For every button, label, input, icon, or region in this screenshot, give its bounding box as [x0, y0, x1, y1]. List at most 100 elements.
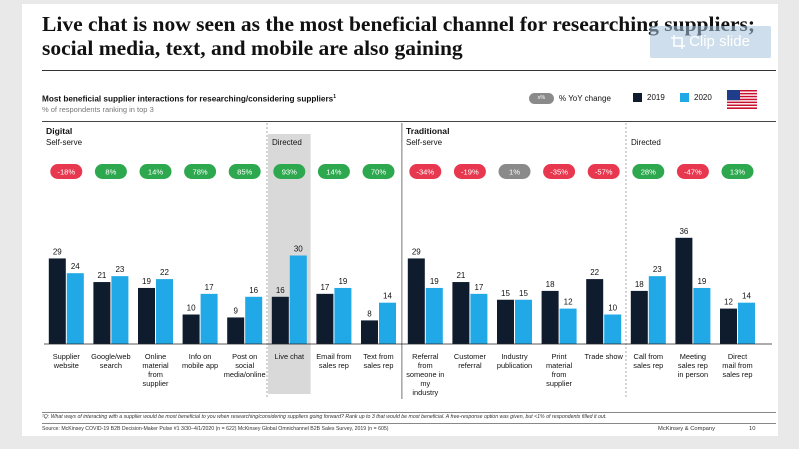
- us-flag-icon: [727, 90, 757, 109]
- legend-2020-label: 2020: [694, 93, 712, 102]
- clip-slide-label: Clip slide: [689, 33, 750, 50]
- bar-2019: [182, 314, 200, 344]
- data-label-2020: 19: [697, 277, 706, 286]
- bar-2020: [200, 293, 218, 344]
- data-label-2020: 17: [205, 283, 214, 292]
- category-label: Industry publication: [497, 352, 532, 370]
- data-label-2020: 24: [71, 262, 80, 271]
- category-label: Info on mobile app: [182, 352, 218, 370]
- bar-2020: [245, 296, 263, 344]
- data-label-2020: 23: [115, 265, 124, 274]
- data-label-2019: 15: [501, 289, 510, 298]
- yoy-change-oval: [317, 164, 350, 179]
- yoy-change-oval: [50, 164, 83, 179]
- footer-rule: [42, 423, 776, 424]
- data-label-2020: 15: [519, 289, 528, 298]
- yoy-change-label: 93%: [282, 168, 297, 177]
- bar-2020: [604, 314, 622, 344]
- data-label-2019: 19: [142, 277, 151, 286]
- category-label: Google/web search: [91, 352, 130, 370]
- bar-2020: [111, 276, 129, 344]
- group-label-digital-self-serve: Self-serve: [46, 138, 83, 147]
- data-label-2019: 12: [724, 298, 733, 307]
- bar-2019: [407, 258, 425, 344]
- bar-2019: [675, 237, 693, 344]
- category-label: Email from sales rep: [316, 352, 351, 370]
- chart-subtitle: Most beneficial supplier interactions fo…: [42, 94, 336, 104]
- yoy-change-oval: [362, 164, 395, 179]
- data-label-2020: 12: [564, 298, 573, 307]
- bar-2020: [379, 302, 396, 344]
- legend-2020-swatch: [680, 93, 689, 102]
- data-label-2019: 21: [456, 271, 465, 280]
- section-label-digital: Digital: [46, 126, 72, 136]
- data-label-2019: 9: [233, 306, 238, 315]
- brand-name: McKinsey & Company: [658, 426, 716, 432]
- chart-subtitle-text: Most beneficial supplier interactions fo…: [42, 94, 334, 104]
- data-label-2020: 16: [249, 286, 258, 295]
- bar-2019: [316, 293, 334, 344]
- bar-2019: [586, 279, 604, 344]
- bar-2019: [227, 317, 245, 344]
- subtitle-footnote-marker: 1: [333, 94, 336, 100]
- data-label-2020: 23: [653, 265, 662, 274]
- legend-2019-swatch: [633, 93, 642, 102]
- bar-2020: [515, 299, 532, 344]
- clip-slide-button[interactable]: Clip slide: [650, 26, 771, 58]
- data-label-2020: 19: [338, 277, 347, 286]
- yoy-change-oval: [587, 164, 620, 179]
- category-label: Call from sales rep: [633, 352, 663, 370]
- data-label-2019: 18: [546, 280, 555, 289]
- bar-2020: [334, 287, 352, 344]
- bar-2019: [630, 290, 648, 344]
- data-label-2019: 36: [679, 227, 688, 236]
- data-label-2019: 17: [320, 283, 329, 292]
- yoy-change-oval: [228, 164, 261, 179]
- category-label: Direct mail from sales rep: [722, 352, 752, 379]
- bar-2019: [720, 308, 737, 344]
- yoy-change-label: 8%: [105, 168, 116, 177]
- bar-2020: [289, 255, 307, 344]
- data-label-2019: 16: [276, 286, 285, 295]
- yoy-change-oval: [139, 164, 172, 179]
- section-label-traditional: Traditional: [406, 126, 449, 136]
- chart-top-rule: [42, 121, 776, 122]
- yoy-change-label: 1%: [509, 168, 520, 177]
- yoy-change-oval: [409, 164, 442, 179]
- page-number: 10: [749, 426, 756, 432]
- category-label: Trade show: [585, 352, 624, 361]
- data-label-2019: 29: [53, 247, 62, 256]
- category-label: Text from sales rep: [363, 352, 393, 370]
- yoy-change-label: -18%: [57, 168, 75, 177]
- category-label: Supplier website: [53, 352, 81, 370]
- data-label-2020: 19: [430, 277, 439, 286]
- bar-2019: [541, 290, 559, 344]
- yoy-change-label: -34%: [416, 168, 434, 177]
- data-label-2019: 22: [590, 268, 599, 277]
- legend-2020: 2020: [680, 93, 712, 102]
- data-label-2019: 18: [635, 280, 644, 289]
- source-note: Source: McKinsey COVID-19 B2B Decision-M…: [42, 426, 389, 432]
- legend-yoy-label: % YoY change: [559, 94, 611, 103]
- category-label: Post on social media/online: [224, 352, 266, 379]
- bar-2019: [48, 258, 66, 344]
- bar-2019: [93, 282, 111, 344]
- yoy-change-oval: [632, 164, 665, 179]
- group-label-traditional-directed: Directed: [631, 138, 661, 147]
- bar-2019: [361, 320, 378, 344]
- crop-icon: [671, 35, 686, 49]
- yoy-change-oval: [273, 164, 306, 179]
- bar-2019: [271, 296, 289, 344]
- data-label-2019: 29: [412, 247, 421, 256]
- yoy-change-label: -35%: [550, 168, 568, 177]
- data-label-2020: 30: [294, 245, 303, 254]
- data-label-2020: 10: [608, 304, 617, 313]
- chart-bottom-rule: [42, 412, 776, 413]
- group-label-traditional-self-serve: Self-serve: [406, 138, 443, 147]
- category-label: Referral from someone in my industry: [406, 352, 444, 397]
- yoy-change-label: 14%: [148, 168, 163, 177]
- bar-2019: [497, 299, 514, 344]
- data-label-2020: 14: [383, 292, 392, 301]
- category-label: Customer referral: [454, 352, 487, 370]
- bar-2020: [470, 293, 488, 344]
